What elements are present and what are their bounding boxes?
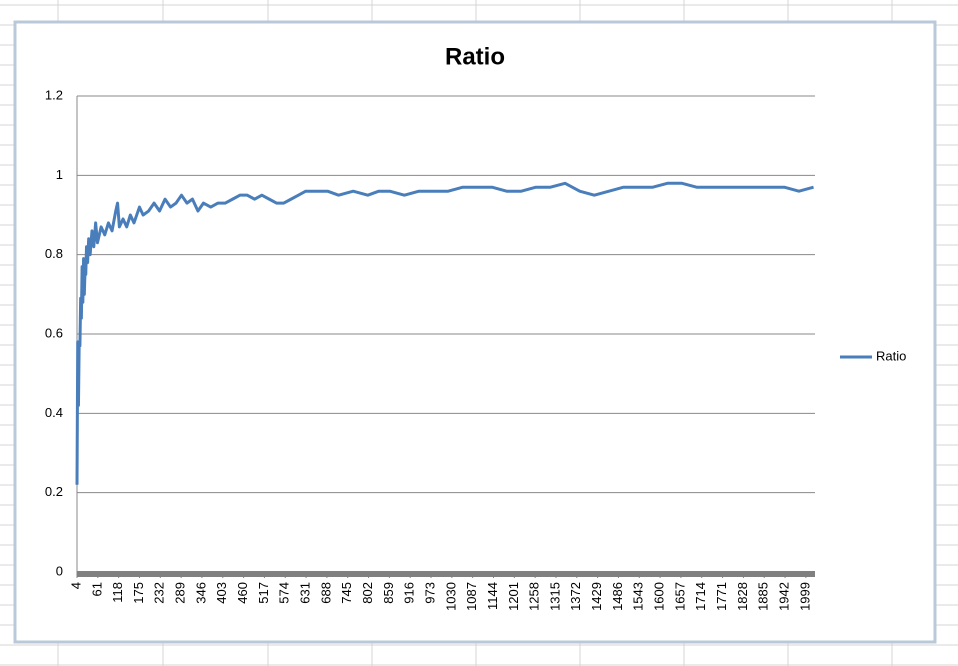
- x-tick-label: 1657: [672, 582, 687, 611]
- chart-frame: [13, 20, 937, 644]
- x-tick-label: 1999: [797, 582, 812, 611]
- x-tick-label: 859: [381, 582, 396, 604]
- x-tick-label: 1600: [652, 582, 667, 611]
- x-tick-label: 1087: [464, 582, 479, 611]
- x-tick-label: 1771: [714, 582, 729, 611]
- x-tick-label: 745: [339, 582, 354, 604]
- x-tick-label: 1543: [631, 582, 646, 611]
- y-tick-label: 1.2: [45, 87, 63, 102]
- y-tick-label: 0.6: [45, 325, 63, 340]
- y-tick-label: 0: [56, 563, 63, 578]
- x-tick-label: 460: [235, 582, 250, 604]
- x-tick-label: 4: [68, 582, 83, 589]
- x-tick-label: 118: [110, 582, 125, 603]
- x-tick-label: 916: [402, 582, 417, 604]
- x-tick-label: 802: [360, 582, 375, 604]
- x-tick-label: 232: [152, 582, 167, 604]
- x-tick-label: 289: [173, 582, 188, 604]
- x-tick-label: 1429: [589, 582, 604, 611]
- x-tick-label: 574: [277, 582, 292, 604]
- x-tick-label: 346: [193, 582, 208, 604]
- x-tick-label: 1372: [568, 582, 583, 611]
- x-tick-label: 1885: [756, 582, 771, 611]
- y-tick-label: 1: [56, 167, 63, 182]
- x-tick-label: 61: [89, 582, 104, 596]
- chart-title: Ratio: [445, 43, 505, 70]
- y-tick-label: 0.2: [45, 484, 63, 499]
- x-tick-label: 1828: [735, 582, 750, 611]
- x-tick-label: 1942: [776, 582, 791, 611]
- x-tick-label: 175: [131, 582, 146, 604]
- x-tick-label: 688: [318, 582, 333, 604]
- x-tick-label: 517: [256, 582, 271, 604]
- x-tick-label: 1315: [547, 582, 562, 611]
- x-tick-label: 1486: [610, 582, 625, 611]
- data-line: [75, 181, 814, 485]
- legend-label: Ratio: [876, 348, 906, 363]
- x-tick-label: 1714: [693, 582, 708, 611]
- x-tick-label: 1144: [485, 582, 500, 610]
- x-tick-label: 631: [298, 582, 313, 604]
- y-tick-label: 0.8: [45, 246, 63, 261]
- x-tick-label: 1201: [506, 582, 521, 611]
- x-tick-label: 1030: [443, 582, 458, 611]
- x-tick-label: 1258: [527, 582, 542, 611]
- x-tick-label: 403: [214, 582, 229, 604]
- x-tick-label: 973: [422, 582, 437, 604]
- x-axis: [77, 571, 815, 577]
- y-tick-label: 0.4: [45, 405, 63, 420]
